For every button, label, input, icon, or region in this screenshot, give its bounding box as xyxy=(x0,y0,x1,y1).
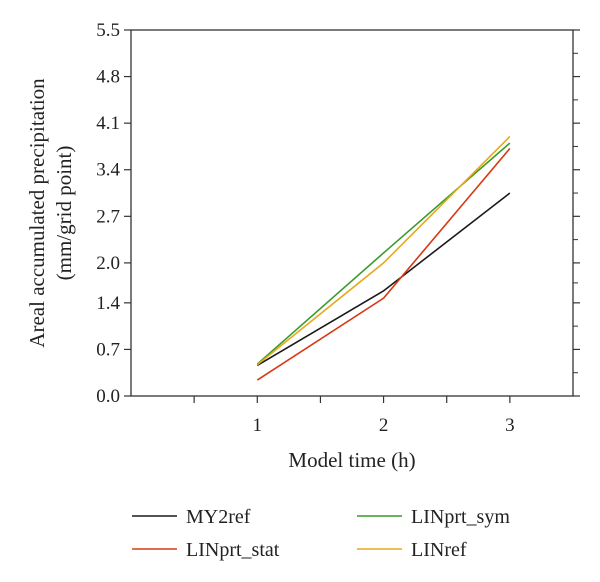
series-lines xyxy=(256,135,511,381)
ticks: 0.0 0.7 1.4 2.0 2.7 3.4 4.1 4.8 5.5 1 2 3 xyxy=(96,20,580,436)
legend-label: LINprt_sym xyxy=(411,506,510,528)
y-tick-label: 0.0 xyxy=(96,386,120,407)
axes xyxy=(130,29,574,397)
y-tick-label: 5.5 xyxy=(96,20,120,41)
x-tick-label: 3 xyxy=(505,415,515,436)
plot-frame xyxy=(130,29,574,397)
series-line-my2ref xyxy=(256,192,511,367)
x-tick-label: 2 xyxy=(379,415,389,436)
y-tick-label: 0.7 xyxy=(96,339,120,360)
legend-label: LINref xyxy=(411,539,467,561)
y-axis-title-line1: Areal accumulated precipitation xyxy=(25,78,49,348)
y-axis-title-line2: (mm/grid point) xyxy=(52,146,76,281)
legend: MY2ref LINprt_sym LINprt_stat LINref xyxy=(132,506,510,561)
series-line-linprt-sym xyxy=(256,142,511,365)
y-tick-label: 2.7 xyxy=(96,206,120,227)
legend-label: LINprt_stat xyxy=(186,539,280,561)
series-line-linref xyxy=(256,135,511,366)
x-tick-label: 1 xyxy=(253,415,263,436)
y-tick-label: 4.1 xyxy=(96,113,120,134)
y-tick-label: 4.8 xyxy=(96,67,120,88)
legend-label: MY2ref xyxy=(186,506,251,528)
y-tick-label: 1.4 xyxy=(96,293,120,314)
series-line-linprt-stat xyxy=(256,147,511,381)
x-axis-title: Model time (h) xyxy=(288,448,415,472)
y-tick-label: 3.4 xyxy=(96,160,120,181)
y-tick-label: 2.0 xyxy=(96,253,120,274)
